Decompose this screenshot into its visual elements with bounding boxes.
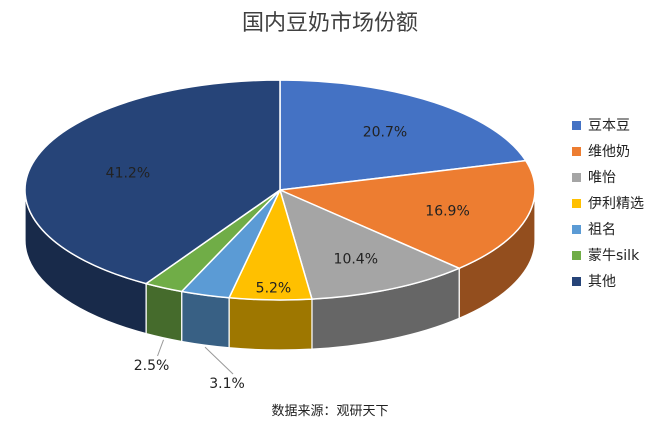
pie-slice-其他: [24, 79, 281, 285]
pie-slice-side-祖名: [181, 290, 230, 349]
data-label-唯怡: 10.4%: [334, 251, 378, 267]
pie-slice-豆本豆: [279, 79, 528, 191]
pie-top-layer: [24, 79, 536, 301]
legend-swatch-祖名: [572, 225, 581, 234]
legend-label-伊利精选: 伊利精选: [588, 196, 644, 212]
legend-swatch-维他奶: [572, 147, 581, 156]
legend-label-蒙牛silk: 蒙牛silk: [588, 248, 640, 264]
leader-line-祖名: [204, 346, 234, 375]
legend-swatch-其他: [572, 277, 581, 286]
data-label-蒙牛silk: 2.5%: [134, 358, 170, 374]
legend-label-唯怡: 唯怡: [588, 170, 616, 186]
pie-slice-维他奶: [277, 159, 536, 270]
pie-slice-side-伊利精选: [228, 297, 313, 351]
data-label-豆本豆: 20.7%: [363, 124, 407, 140]
legend-label-维他奶: 维他奶: [588, 144, 630, 160]
pie-slice-唯怡: [278, 188, 462, 300]
legend-swatch-伊利精选: [572, 199, 581, 208]
data-label-维他奶: 16.9%: [425, 203, 469, 219]
legend-swatch-唯怡: [572, 173, 581, 182]
source-note: 数据来源：观研天下: [271, 404, 388, 419]
legend-swatch-豆本豆: [572, 121, 581, 130]
pie-slice-side-蒙牛silk: [145, 282, 183, 343]
chart-title: 国内豆奶市场份额: [242, 11, 418, 36]
leader-line-蒙牛silk: [157, 339, 164, 357]
data-labels: 20.7% 16.9% 10.4% 5.2% 3.1% 2.5% 41.2%: [106, 124, 470, 392]
data-label-伊利精选: 5.2%: [256, 281, 292, 297]
legend-label-祖名: 祖名: [588, 222, 616, 238]
data-label-其他: 41.2%: [106, 165, 150, 181]
data-label-祖名: 3.1%: [209, 376, 245, 392]
legend-label-其他: 其他: [588, 274, 616, 290]
legend-swatch-蒙牛silk: [572, 251, 581, 260]
legend-label-豆本豆: 豆本豆: [588, 118, 630, 134]
